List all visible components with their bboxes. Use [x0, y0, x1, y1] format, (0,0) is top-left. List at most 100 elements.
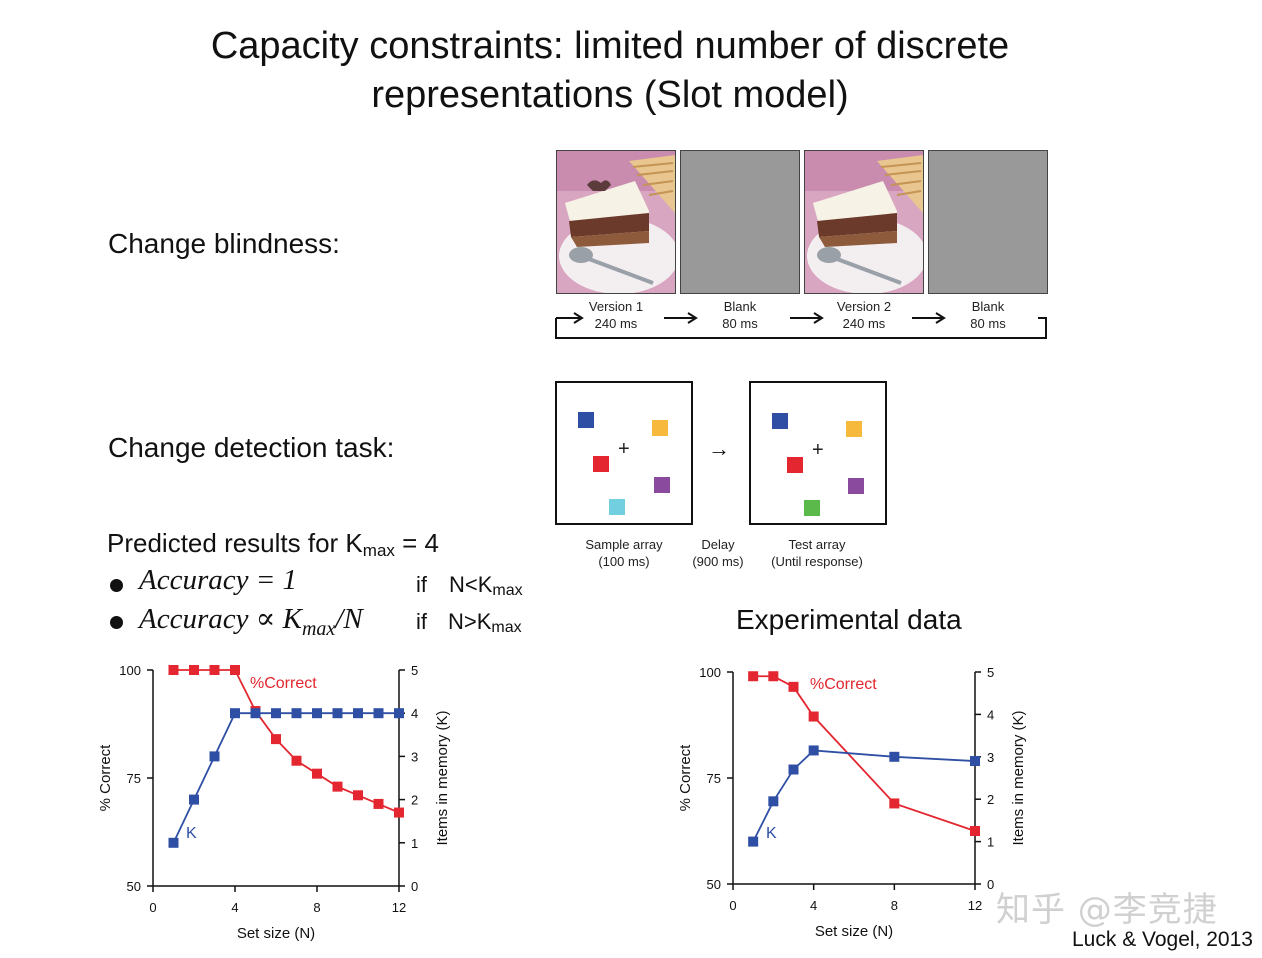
- version-2-image: [804, 150, 927, 294]
- frame-3-name: Version 2: [836, 299, 892, 314]
- red-square: [787, 457, 803, 473]
- k-marker: [312, 708, 322, 719]
- percent-correct-marker: [230, 665, 240, 675]
- watermark: 知乎 @李竞捷: [996, 890, 1218, 930]
- percent-correct-marker: [748, 671, 759, 682]
- k-marker: [788, 764, 799, 775]
- left-tick-label: 100: [699, 665, 721, 680]
- percent-correct-marker: [768, 671, 779, 682]
- rule-1-cond-text: N<K: [449, 572, 493, 597]
- rule-2-formula-sub: max: [301, 618, 336, 640]
- percent-correct-marker: [394, 807, 404, 818]
- right-tick-label: 4: [411, 706, 418, 721]
- rule-2-cond-sub: max: [491, 619, 522, 636]
- fixation-cross: +: [618, 438, 630, 460]
- x-tick-label: 8: [313, 900, 320, 915]
- left-tick-label: 100: [119, 663, 141, 678]
- rule-1-cond-sub: max: [492, 582, 523, 599]
- purple-square: [848, 478, 864, 494]
- sample-array-box: +: [555, 381, 693, 525]
- test-title: Test array: [788, 537, 846, 552]
- predicted-heading-text: Predicted results for K: [107, 528, 363, 558]
- blank-frame-2: [928, 150, 1048, 294]
- k-legend: K: [186, 825, 197, 842]
- right-tick-label: 0: [411, 879, 418, 894]
- slide-title: Capacity constraints: limited number of …: [0, 22, 1220, 120]
- experimental-heading: Experimental data: [736, 604, 962, 635]
- rule-2-formula: Accuracy ∝ Kmax/N: [139, 601, 363, 641]
- percent-correct-marker: [808, 711, 819, 722]
- percent-correct-marker: [168, 665, 179, 675]
- k-line: [172, 712, 399, 844]
- predicted-heading-sub: max: [362, 541, 395, 560]
- k-marker: [970, 756, 980, 767]
- k-marker: [768, 796, 779, 807]
- arrow-icon: →: [708, 436, 730, 461]
- predicted-heading-value: = 4: [394, 528, 439, 558]
- k-marker: [889, 751, 900, 762]
- sample-duration: (100 ms): [598, 554, 650, 569]
- sample-title: Sample array: [585, 537, 663, 552]
- cyan-square: [609, 499, 625, 515]
- delay-caption: Delay (900 ms): [678, 536, 758, 570]
- yellow-square: [652, 420, 668, 436]
- cake-photo-1: [557, 151, 679, 294]
- left-axis-label: % Correct: [97, 744, 114, 812]
- test-array-box: +: [749, 381, 887, 525]
- rule-1-if: if: [416, 572, 427, 597]
- x-tick-label: 8: [891, 898, 898, 913]
- bullet-icon: [110, 579, 123, 592]
- right-tick-label: 2: [987, 792, 994, 807]
- bullet-icon: [110, 616, 123, 629]
- sample-array-caption: Sample array (100 ms): [564, 536, 684, 570]
- delay-duration: (900 ms): [692, 554, 744, 569]
- predicted-heading: Predicted results for Kmax = 4: [107, 528, 439, 561]
- blank-frame-1: [680, 150, 800, 294]
- x-tick-label: 12: [392, 900, 406, 915]
- title-line-1: Capacity constraints: limited number of …: [210, 25, 1010, 67]
- title-line-2: representations (Slot model): [371, 74, 849, 116]
- percent-correct-marker: [889, 798, 900, 809]
- k-marker: [808, 745, 819, 756]
- right-tick-label: 3: [411, 749, 418, 764]
- k-legend: K: [766, 825, 777, 842]
- frame-2-name: Blank: [723, 299, 757, 314]
- blue-square: [772, 413, 788, 429]
- k-marker: [230, 708, 240, 719]
- left-tick-label: 50: [707, 877, 721, 892]
- percent-correct-marker: [332, 781, 343, 792]
- percent-correct-marker: [970, 826, 980, 836]
- rule-1-formula: Accuracy = 1: [139, 564, 298, 596]
- x-tick-label: 0: [729, 898, 736, 913]
- frame-caption-2: Blank 80 ms: [680, 298, 800, 332]
- rule-2-condition: N>Kmax: [448, 609, 522, 637]
- k-marker: [394, 708, 404, 719]
- purple-square: [654, 477, 670, 493]
- k-marker: [250, 708, 261, 719]
- right-tick-label: 2: [411, 793, 418, 808]
- k-marker: [271, 708, 281, 719]
- frame-caption-1: Version 1 240 ms: [556, 298, 676, 332]
- rule-2-formula-suffix: /N: [335, 603, 363, 635]
- frame-2-duration: 80 ms: [722, 316, 758, 331]
- percent-correct-marker: [189, 665, 199, 675]
- rule-2-cond-text: N>K: [448, 609, 492, 634]
- k-marker: [168, 837, 179, 848]
- cake-photo-2: [805, 151, 927, 294]
- frame-4-name: Blank: [971, 299, 1005, 314]
- right-tick-label: 5: [411, 663, 418, 678]
- test-array-caption: Test array (Until response): [757, 536, 877, 570]
- percent-correct-marker: [291, 755, 302, 766]
- red-square: [593, 456, 609, 472]
- test-duration: (Until response): [771, 554, 863, 569]
- frame-4-duration: 80 ms: [970, 316, 1006, 331]
- k-line: [752, 749, 976, 843]
- frame-caption-4: Blank 80 ms: [928, 298, 1048, 332]
- percent-correct-marker: [209, 665, 220, 675]
- x-axis-label: Set size (N): [815, 923, 893, 940]
- rule-1-condition: N<Kmax: [449, 572, 523, 600]
- x-tick-label: 4: [810, 898, 817, 913]
- percent-correct-legend: %Correct: [250, 675, 317, 692]
